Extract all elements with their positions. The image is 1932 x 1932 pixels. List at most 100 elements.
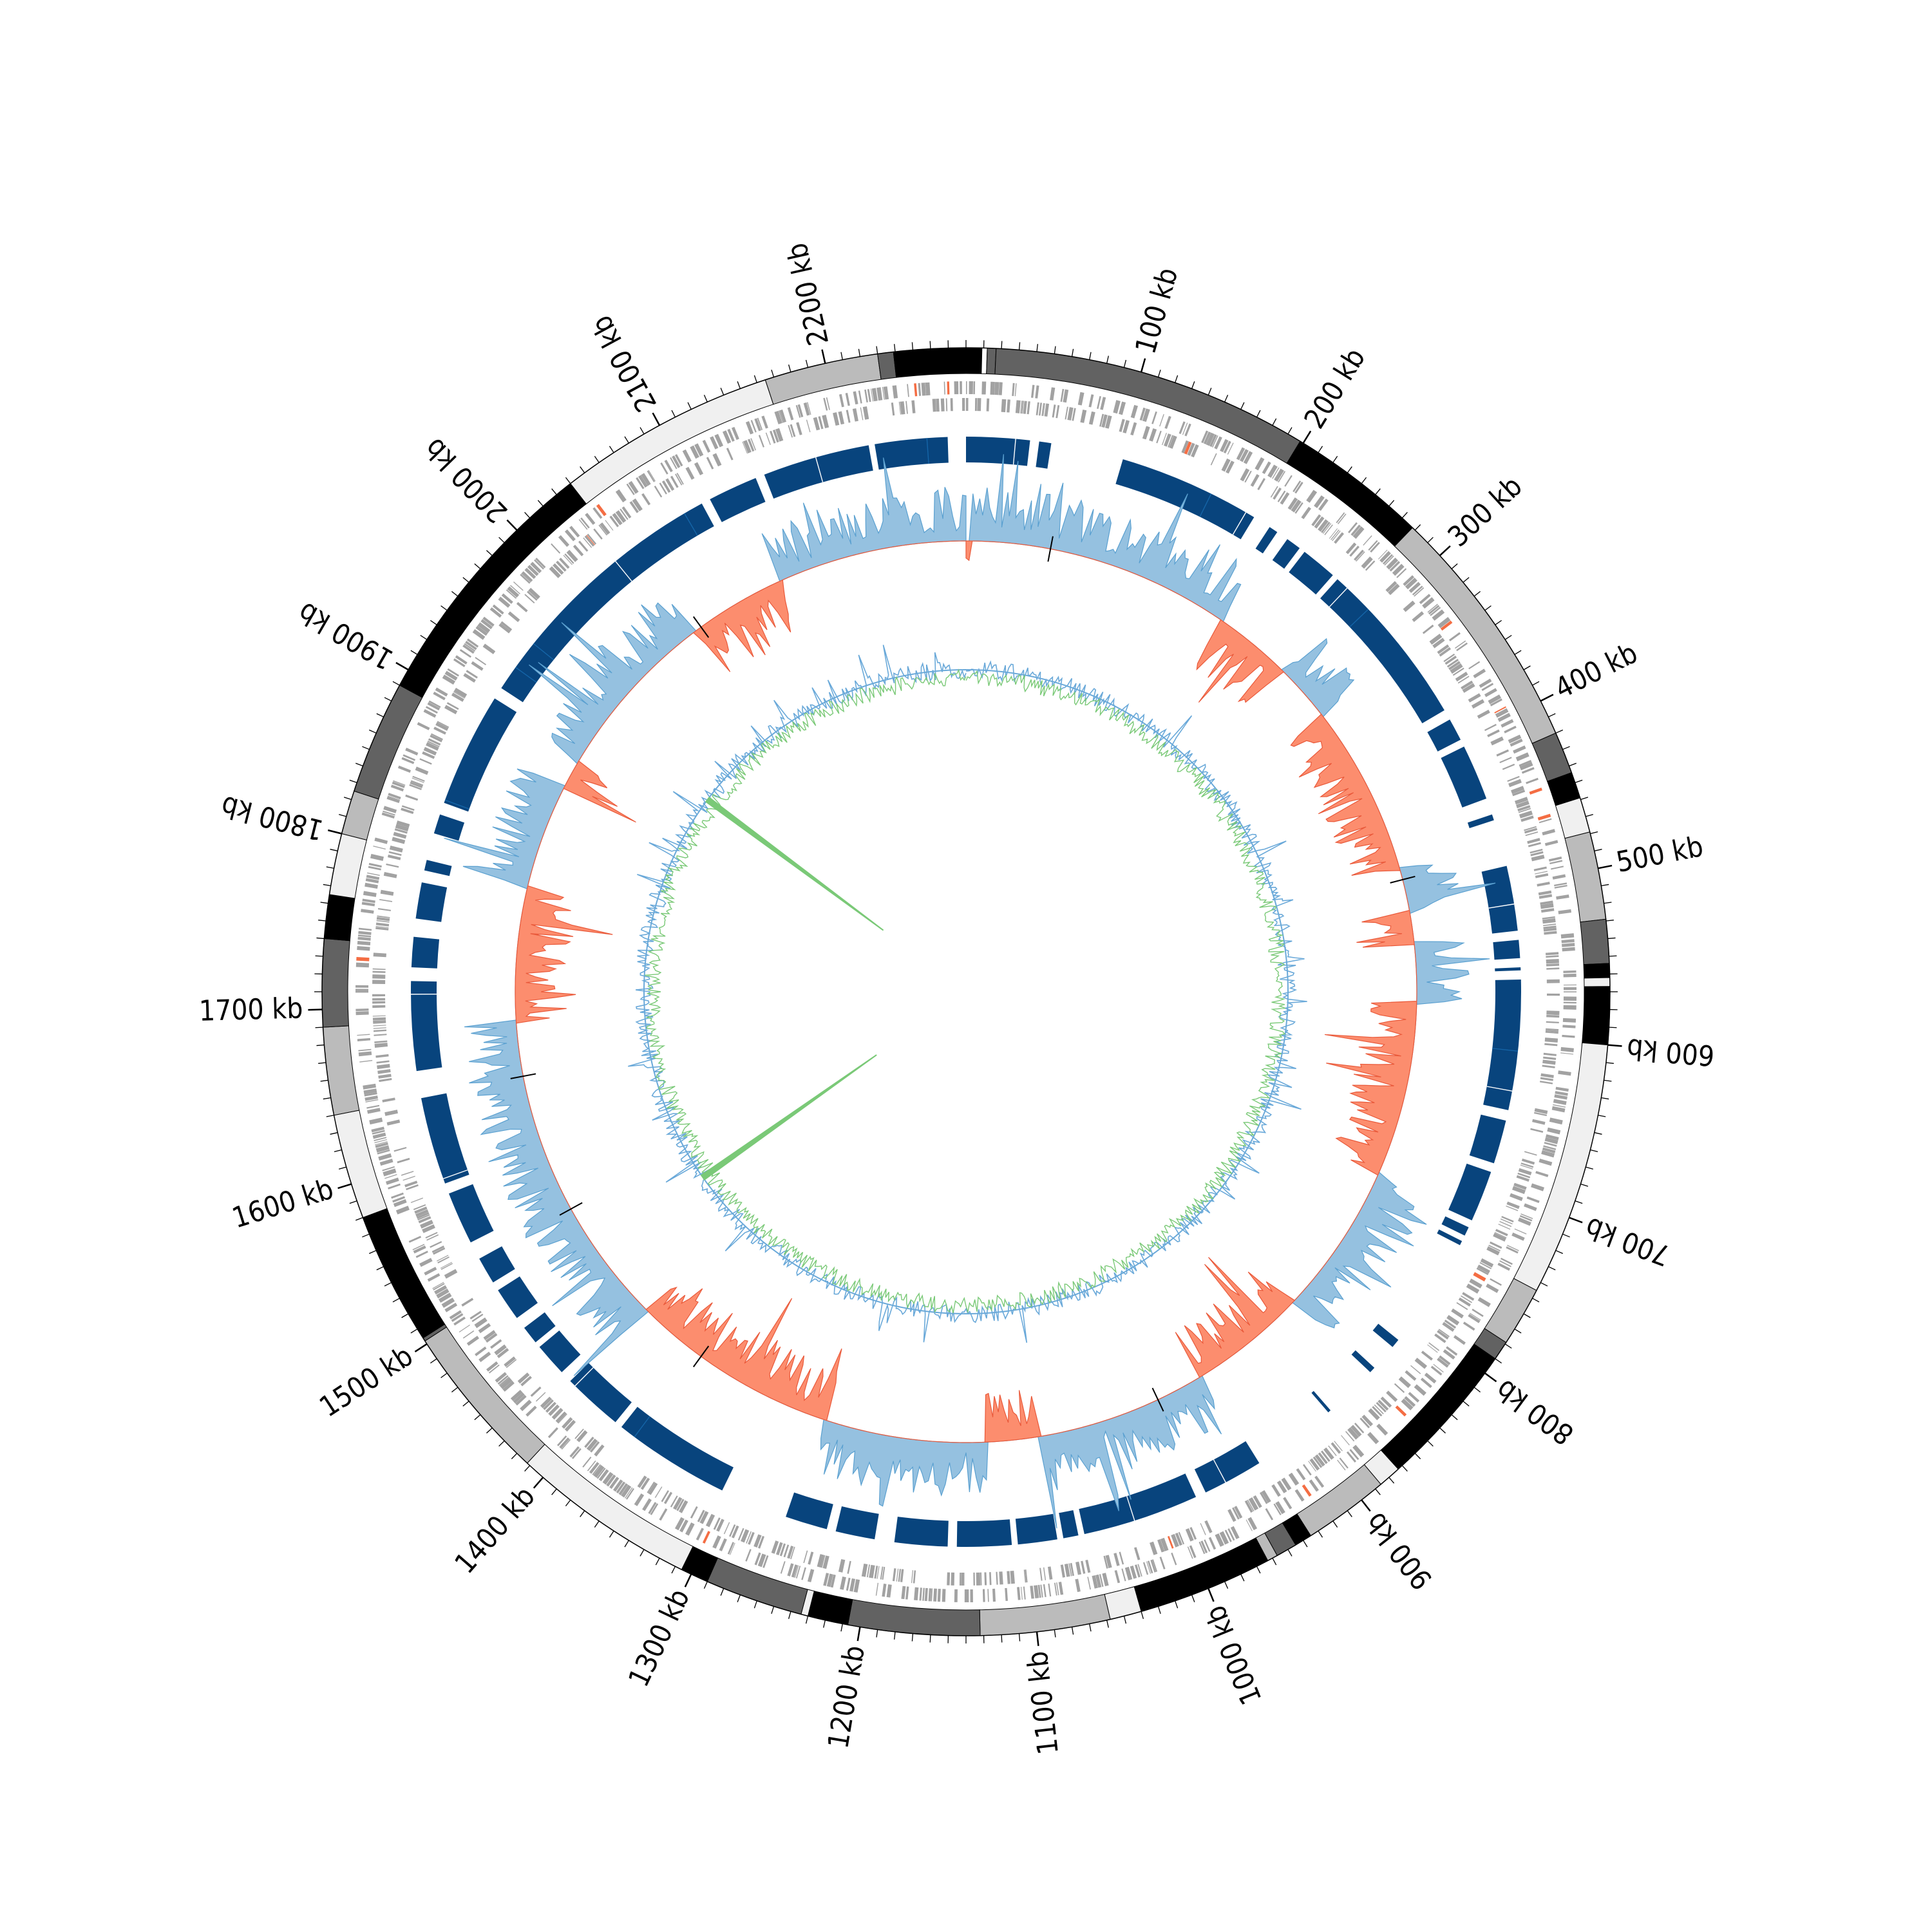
homology-block-gap — [533, 643, 554, 661]
feature-mark — [397, 1157, 410, 1164]
feature-mark — [1546, 1028, 1559, 1031]
feature-mark — [1544, 1043, 1558, 1046]
feature-mark — [401, 757, 415, 764]
feature-mark — [425, 1231, 438, 1239]
tick-label: 2000 kb — [418, 431, 514, 529]
feature-mark — [543, 1399, 554, 1410]
feature-mark — [1537, 882, 1550, 887]
feature-mark — [357, 934, 372, 938]
minor-tick — [1601, 884, 1609, 887]
feature-mark — [969, 381, 973, 395]
minor-tick — [1604, 902, 1612, 904]
feature-mark — [1179, 421, 1186, 435]
feature-mark — [1520, 1162, 1534, 1168]
feature-mark — [431, 733, 443, 741]
minor-tick — [355, 1217, 363, 1221]
feature-mark — [1504, 725, 1517, 734]
minor-tick — [1548, 713, 1556, 717]
contig-segment — [321, 938, 350, 1028]
gc-mark — [1390, 875, 1416, 884]
feature-mark — [417, 722, 430, 730]
feature-mark — [1563, 970, 1577, 973]
feature-mark — [1041, 402, 1045, 416]
feature-mark — [1130, 404, 1138, 419]
feature-mark — [436, 1288, 450, 1299]
feature-mark — [1506, 1205, 1519, 1211]
feature-mark — [1025, 1569, 1028, 1583]
homology-block — [875, 437, 949, 470]
feature-mark — [392, 1196, 406, 1203]
feature-mark — [1438, 1329, 1450, 1338]
feature-mark — [1185, 1528, 1194, 1542]
feature-mark — [584, 1436, 594, 1448]
feature-mark — [1250, 474, 1260, 487]
feature-mark — [1294, 482, 1303, 494]
feature-mark — [984, 1572, 987, 1586]
minor-tick — [430, 1358, 437, 1364]
feature-mark — [638, 475, 648, 488]
feature-mark — [807, 1569, 815, 1582]
feature-mark — [513, 581, 524, 591]
feature-mark — [1318, 498, 1329, 511]
feature-mark — [363, 891, 377, 897]
feature-mark — [826, 1573, 833, 1587]
feature-mark — [492, 604, 504, 615]
minor-tick — [537, 500, 544, 507]
major-tick — [395, 661, 409, 671]
feature-mark — [564, 553, 574, 564]
feature-mark — [395, 824, 409, 832]
feature-mark — [1539, 1159, 1553, 1166]
minor-tick — [1191, 381, 1195, 389]
feature-mark — [1124, 1566, 1133, 1580]
minor-tick — [1240, 402, 1245, 410]
feature-mark — [1337, 1459, 1346, 1471]
feature-mark — [1524, 826, 1537, 831]
feature-mark — [373, 952, 386, 958]
feature-mark — [647, 470, 655, 482]
minor-tick — [1332, 455, 1338, 463]
feature-mark — [867, 389, 871, 402]
feature-mark — [527, 565, 539, 576]
feature-mark — [612, 513, 623, 526]
feature-mark — [1432, 638, 1445, 649]
feature-mark — [401, 1171, 414, 1176]
feature-mark — [1171, 1552, 1177, 1566]
major-tick — [684, 1573, 692, 1587]
feature-mark — [494, 1344, 507, 1356]
feature-mark — [401, 808, 414, 815]
feature-mark — [1514, 1228, 1527, 1235]
feature-mark — [609, 1477, 620, 1489]
feature-mark — [659, 482, 667, 495]
feature-mark — [530, 1387, 542, 1397]
feature-mark — [571, 1448, 582, 1459]
minor-tick — [929, 1634, 931, 1643]
minor-tick — [1414, 1453, 1421, 1459]
feature-mark — [1150, 1541, 1158, 1555]
feature-mark — [754, 418, 761, 431]
feature-mark — [761, 415, 768, 429]
feature-mark — [1203, 431, 1211, 445]
feature-mark — [444, 1269, 458, 1279]
feature-mark — [672, 455, 681, 468]
feature-mark — [1540, 1077, 1553, 1081]
feature-mark — [1204, 1520, 1213, 1533]
feature-mark — [647, 1481, 655, 1493]
major-tick — [1036, 1631, 1039, 1646]
feature-mark — [1458, 1297, 1471, 1307]
feature-mark — [1448, 661, 1461, 670]
feature-mark — [477, 622, 491, 634]
feature-mark — [357, 946, 370, 951]
feature-mark — [1530, 851, 1544, 857]
feature-mark — [1347, 1427, 1359, 1440]
minor-tick — [858, 348, 861, 357]
feature-mark — [849, 1578, 856, 1592]
feature-mark — [852, 408, 858, 422]
contig-segment — [877, 351, 897, 380]
feature-mark — [1048, 1583, 1052, 1597]
feature-mark — [1498, 1224, 1511, 1230]
feature-mark — [1394, 1383, 1405, 1393]
feature-mark — [999, 1571, 1003, 1585]
feature-mark — [980, 1572, 982, 1586]
minor-tick — [330, 849, 338, 851]
feature-mark — [846, 410, 851, 423]
